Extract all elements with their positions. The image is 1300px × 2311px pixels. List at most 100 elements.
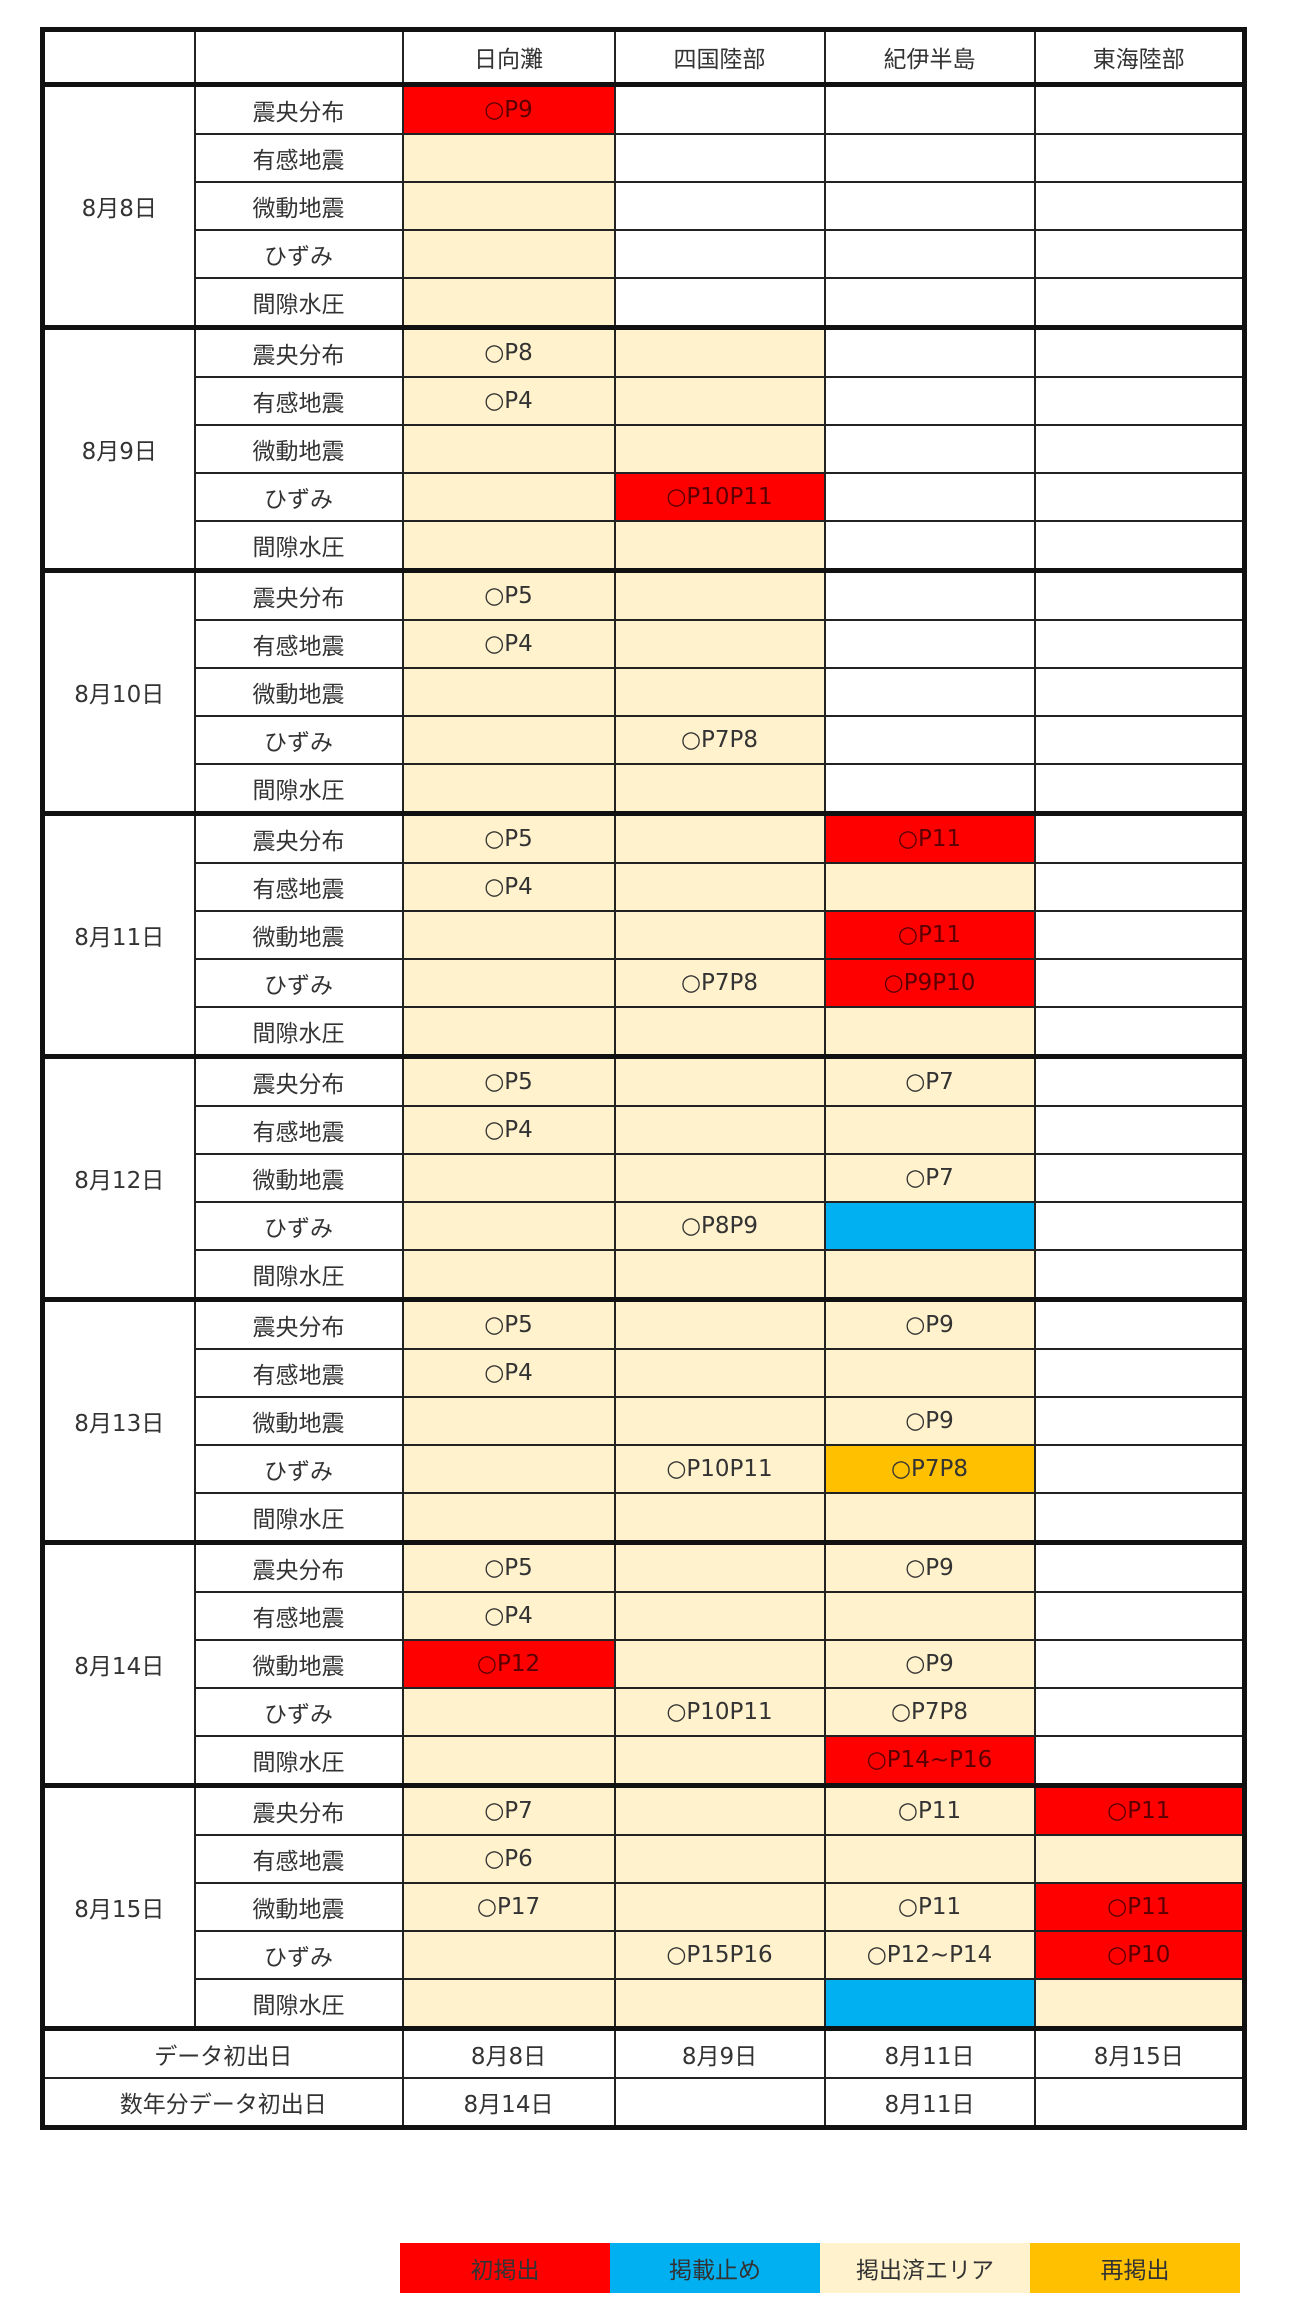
status-cell: ○P11 [823, 811, 1036, 864]
status-cell [823, 229, 1036, 279]
status-cell [401, 1249, 616, 1301]
status-cell [1033, 1153, 1247, 1203]
status-cell [1033, 1348, 1247, 1398]
status-cell [401, 958, 616, 1008]
summary-row: 数年分データ初出日 8月14日 8月11日 [40, 2077, 1247, 2130]
item-label: 間隙水圧 [193, 1492, 404, 1544]
status-cell [401, 1006, 616, 1058]
table-row: 有感地震 ○P4 [43, 1105, 1247, 1155]
status-cell: ○P4 [401, 376, 616, 426]
table-row: 有感地震 ○P4 [43, 1591, 1247, 1641]
status-cell [613, 1105, 826, 1155]
date-cell: 8月8日 [40, 82, 196, 329]
header-blank-item [193, 27, 404, 86]
status-cell [823, 472, 1036, 522]
item-label: 有感地震 [193, 133, 404, 183]
status-cell [613, 82, 826, 135]
item-label: ひずみ [193, 472, 404, 522]
summary-value: 8月9日 [613, 2026, 826, 2079]
status-cell [1033, 1540, 1247, 1593]
status-cell [401, 1492, 616, 1544]
status-cell [613, 1978, 826, 2030]
item-label: 間隙水圧 [193, 1006, 404, 1058]
status-cell [823, 715, 1036, 765]
status-cell [401, 1201, 616, 1251]
status-cell [401, 910, 616, 960]
status-cell [613, 1492, 826, 1544]
legend-item: 再掲出 [1030, 2243, 1240, 2293]
table-row: 8月8日 震央分布 ○P9 [40, 82, 1247, 329]
summary-value: 8月14日 [401, 2077, 616, 2130]
table-row: 間隙水圧 [43, 1006, 1247, 1058]
table-row: 微動地震 ○P12 ○P9 [43, 1639, 1247, 1689]
table-row: 有感地震 ○P6 [43, 1834, 1247, 1884]
status-cell: ○P15P16 [613, 1930, 826, 1980]
status-cell [1033, 1492, 1247, 1544]
status-cell [1033, 910, 1247, 960]
status-cell [613, 1297, 826, 1350]
legend: 初掲出 掲載止め 掲出済エリア 再掲出 [400, 2243, 1240, 2293]
table-row: 8月15日 震央分布 ○P7 ○P11 ○P11 [40, 1783, 1247, 2030]
status-cell [823, 1591, 1036, 1641]
table-row: ひずみ ○P10P11 ○P7P8 [43, 1687, 1247, 1737]
status-cell: ○P10P11 [613, 1444, 826, 1494]
item-label: 微動地震 [193, 1882, 404, 1932]
status-cell [613, 568, 826, 621]
table-row: 微動地震 [43, 667, 1247, 717]
status-cell: ○P11 [1033, 1783, 1247, 1836]
status-cell [1033, 1054, 1247, 1107]
status-cell [613, 229, 826, 279]
status-cell [1033, 1978, 1247, 2030]
status-cell: ○P9 [401, 82, 616, 135]
status-cell [823, 181, 1036, 231]
table-row: 微動地震 ○P9 [43, 1396, 1247, 1446]
table-row: 微動地震 ○P17 ○P11 ○P11 [43, 1882, 1247, 1932]
status-cell: ○P9 [823, 1396, 1036, 1446]
status-cell [1033, 1444, 1247, 1494]
item-label: 震央分布 [193, 1783, 404, 1836]
status-cell: ○P10P11 [613, 472, 826, 522]
status-cell [613, 1153, 826, 1203]
status-cell [1033, 1201, 1247, 1251]
summary-label: データ初出日 [40, 2026, 404, 2079]
status-cell [401, 1930, 616, 1980]
status-cell [401, 520, 616, 572]
status-cell: ○P5 [401, 1297, 616, 1350]
table-row: ひずみ ○P8P9 [43, 1201, 1247, 1251]
item-label: 間隙水圧 [193, 763, 404, 815]
summary-value [1033, 2077, 1247, 2130]
status-cell [1033, 862, 1247, 912]
header-blank-date [40, 27, 196, 86]
status-cell [1033, 619, 1247, 669]
status-cell: ○P7P8 [823, 1687, 1036, 1737]
status-cell [1033, 1249, 1247, 1301]
table-row: 間隙水圧 [43, 1978, 1247, 2030]
status-cell [823, 424, 1036, 474]
status-cell [823, 1834, 1036, 1884]
status-cell: ○P14~P16 [823, 1735, 1036, 1787]
status-cell: ○P7P8 [613, 958, 826, 1008]
date-cell: 8月14日 [40, 1540, 196, 1787]
table-row: 有感地震 ○P4 [43, 862, 1247, 912]
status-cell: ○P9P10 [823, 958, 1036, 1008]
status-cell: ○P7 [823, 1054, 1036, 1107]
item-label: 震央分布 [193, 325, 404, 378]
status-cell [1033, 181, 1247, 231]
item-label: 間隙水圧 [193, 1249, 404, 1301]
status-cell [613, 1639, 826, 1689]
date-cell: 8月15日 [40, 1783, 196, 2030]
status-cell: ○P10P11 [613, 1687, 826, 1737]
status-cell: ○P8 [401, 325, 616, 378]
status-cell: ○P5 [401, 1054, 616, 1107]
status-cell [613, 1882, 826, 1932]
status-cell [401, 1444, 616, 1494]
item-label: 震央分布 [193, 1297, 404, 1350]
item-label: 有感地震 [193, 862, 404, 912]
status-cell [401, 133, 616, 183]
table-row: ひずみ ○P7P8 [43, 715, 1247, 765]
status-cell [823, 619, 1036, 669]
status-cell: ○P11 [1033, 1882, 1247, 1932]
status-cell: ○P7P8 [613, 715, 826, 765]
table-row: 有感地震 ○P4 [43, 376, 1247, 426]
item-label: 微動地震 [193, 910, 404, 960]
